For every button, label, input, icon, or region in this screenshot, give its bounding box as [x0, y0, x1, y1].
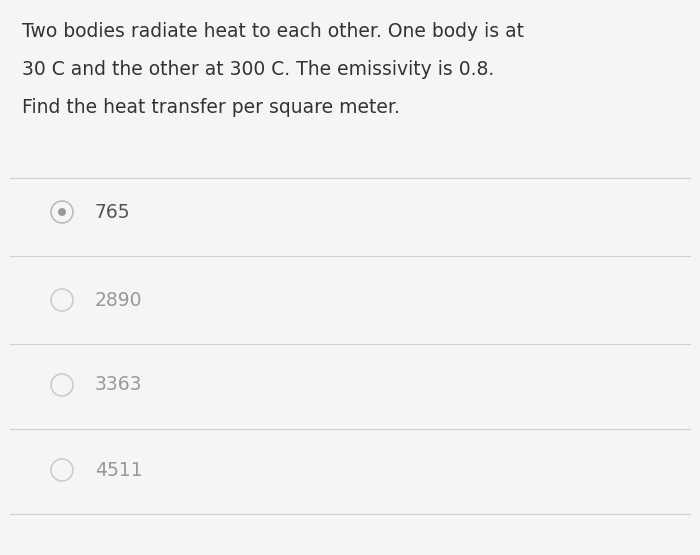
Text: 3363: 3363	[95, 376, 143, 395]
Text: 30 C and the other at 300 C. The emissivity is 0.8.: 30 C and the other at 300 C. The emissiv…	[22, 60, 494, 79]
Text: 4511: 4511	[95, 461, 143, 480]
Circle shape	[51, 459, 73, 481]
Text: 2890: 2890	[95, 290, 143, 310]
Circle shape	[58, 208, 66, 216]
Text: Two bodies radiate heat to each other. One body is at: Two bodies radiate heat to each other. O…	[22, 22, 524, 41]
Text: Find the heat transfer per square meter.: Find the heat transfer per square meter.	[22, 98, 400, 117]
Circle shape	[51, 201, 73, 223]
Circle shape	[51, 289, 73, 311]
Text: 765: 765	[95, 203, 131, 221]
Circle shape	[51, 374, 73, 396]
